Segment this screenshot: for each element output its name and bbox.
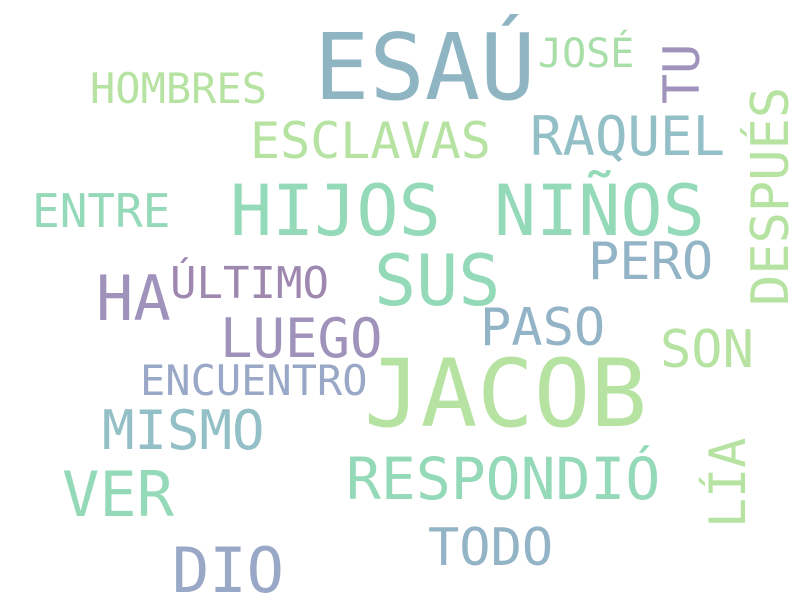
word-luego: LUEGO <box>220 307 383 370</box>
word-hijos: HIJOS <box>230 170 441 252</box>
word-ver: VER <box>62 458 174 531</box>
word-respondio: RESPONDIÓ <box>346 445 661 513</box>
word-esclavas: ESCLAVAS <box>250 112 491 170</box>
word-ha: HA <box>96 262 171 335</box>
word-sus: SUS <box>374 240 501 322</box>
word-paso: PASO <box>480 298 606 358</box>
word-lia: LÍA <box>699 437 757 528</box>
word-raquel: RAQUEL <box>530 105 726 168</box>
word-todo: TODO <box>428 518 554 578</box>
word-tu: TU <box>653 43 711 104</box>
word-mismo: MISMO <box>102 399 265 462</box>
word-ninos: NIÑOS <box>494 170 705 252</box>
word-hombres: HOMBRES <box>90 64 268 113</box>
word-jose: JOSÉ <box>538 31 635 77</box>
word-encuentro: ENCUENTRO <box>140 356 368 405</box>
word-ultimo: ÚLTIMO <box>170 258 329 309</box>
word-jacob: JACOB <box>364 340 647 449</box>
word-esau: ESAÚ <box>314 14 536 121</box>
word-entre: ENTRE <box>32 184 171 238</box>
word-despues: DESPUÉS <box>741 86 800 306</box>
word-son: SON <box>660 320 754 380</box>
word-pero: PERO <box>588 232 714 292</box>
word-dio: DIO <box>172 534 284 607</box>
